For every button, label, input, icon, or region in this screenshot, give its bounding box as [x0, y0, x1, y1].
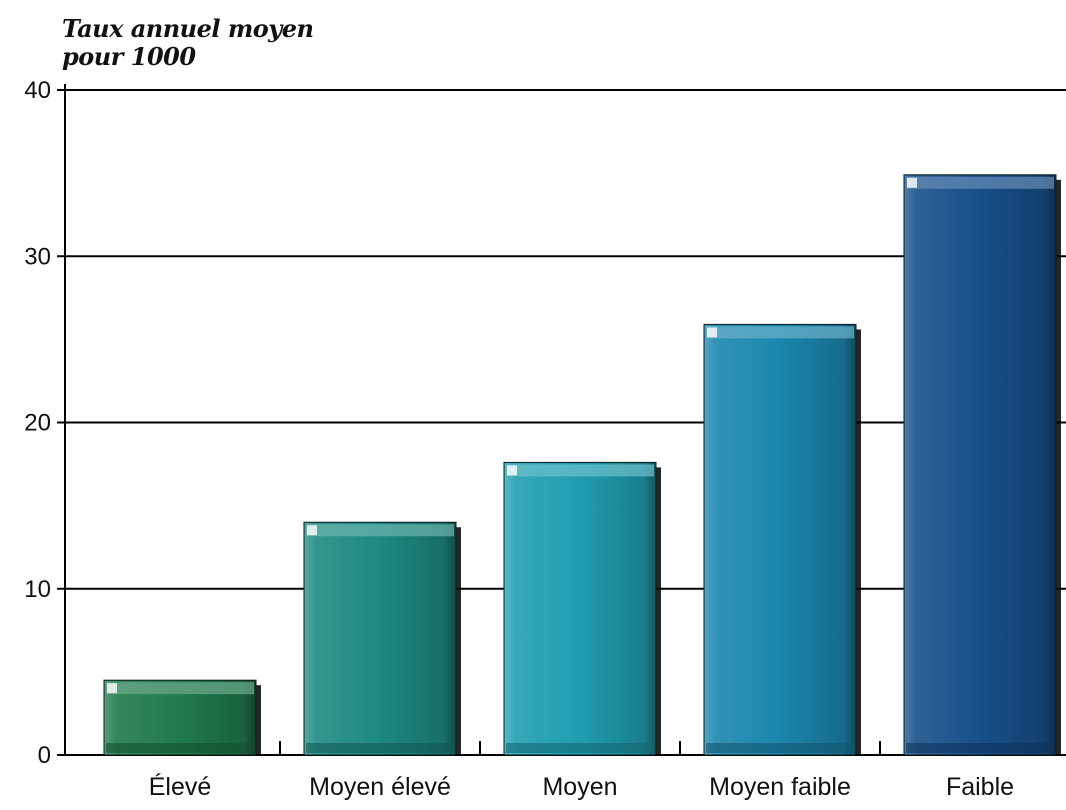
bar: [903, 174, 1057, 756]
y-tick-label: 40: [24, 77, 51, 104]
bar-highlight: [307, 525, 317, 536]
bar-bevel-top: [506, 464, 654, 477]
bar-bevel-bottom: [506, 743, 654, 753]
bar-bevel-top: [706, 326, 854, 339]
bar-bevel-top: [106, 682, 254, 695]
bar-bevel-top: [906, 176, 1054, 189]
bar-highlight: [507, 465, 517, 476]
y-tick-label: 30: [24, 243, 51, 270]
bar-bevel-top: [306, 524, 454, 537]
bar-highlight: [907, 177, 917, 188]
x-tick-label: Faible: [946, 773, 1014, 801]
y-tick-label: 0: [38, 742, 51, 769]
bar-bevel-bottom: [906, 743, 1054, 753]
bar: [303, 521, 457, 756]
bar-bevel-bottom: [106, 743, 254, 753]
bar-bevel-bottom: [706, 743, 854, 753]
x-tick-label: Élevé: [149, 772, 212, 801]
y-axis-title-line-2: pour 1000: [62, 42, 196, 71]
bar-highlight: [707, 327, 717, 338]
bar-bevel-bottom: [306, 743, 454, 753]
bar: [503, 461, 657, 756]
bar-highlight: [107, 683, 117, 694]
bar: [703, 323, 857, 756]
x-tick-label: Moyen élevé: [309, 773, 451, 801]
y-tick-label: 10: [24, 576, 51, 603]
y-axis-title-line-1: Taux annuel moyen: [62, 14, 314, 43]
x-tick-label: Moyen: [542, 773, 617, 801]
x-tick-label: Moyen faible: [709, 773, 851, 801]
y-tick-label: 20: [24, 410, 51, 437]
